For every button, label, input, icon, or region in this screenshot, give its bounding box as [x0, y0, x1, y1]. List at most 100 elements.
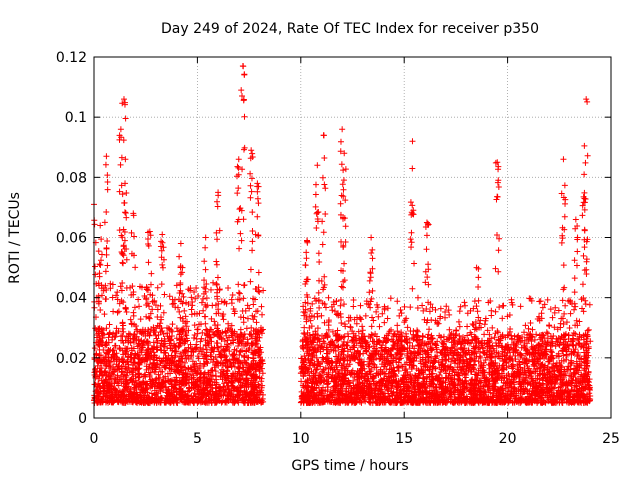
data-point: [229, 291, 236, 298]
data-point: [194, 326, 201, 333]
data-point: [414, 327, 421, 334]
data-point: [114, 309, 121, 316]
data-point: [362, 312, 369, 319]
data-point: [235, 281, 242, 288]
data-point: [200, 346, 207, 353]
data-point: [580, 308, 587, 315]
data-point: [325, 294, 332, 301]
data-point: [143, 313, 150, 320]
data-point: [181, 307, 188, 314]
data-point: [381, 319, 388, 326]
data-point: [119, 325, 126, 332]
data-point: [376, 323, 383, 330]
data-point: [357, 302, 364, 309]
data-point: [204, 360, 211, 367]
data-point: [224, 367, 231, 374]
data-point: [573, 317, 580, 324]
data-point: [461, 302, 468, 309]
data-point: [235, 289, 242, 296]
data-point: [213, 340, 220, 347]
data-point: [507, 325, 514, 332]
data-point: [136, 365, 143, 372]
data-point: [464, 323, 471, 330]
data-point: [394, 322, 401, 329]
data-point: [180, 349, 187, 356]
data-point: [240, 282, 247, 289]
data-point: [220, 316, 227, 323]
data-point: [499, 315, 506, 322]
data-point: [135, 374, 142, 381]
data-point: [120, 299, 127, 306]
data-point: [175, 328, 182, 335]
data-point: [546, 323, 553, 330]
data-point: [213, 280, 220, 287]
data-point: [115, 382, 122, 389]
data-point: [567, 310, 574, 317]
data-point: [404, 324, 411, 331]
data-point: [338, 320, 345, 327]
data-point: [414, 294, 421, 301]
data-point: [193, 341, 200, 348]
data-point: [149, 306, 156, 313]
data-point: [499, 302, 506, 309]
data-point: [106, 321, 113, 328]
data-point: [200, 295, 207, 302]
data-point: [119, 337, 126, 344]
data-point: [228, 322, 235, 329]
data-point: [116, 344, 123, 351]
data-point: [161, 291, 168, 298]
data-point: [221, 338, 228, 345]
data-point: [456, 323, 463, 330]
data-point: [127, 316, 134, 323]
data-point: [173, 282, 180, 289]
data-point: [536, 298, 543, 305]
data-point: [517, 303, 524, 310]
data-point: [253, 319, 260, 326]
data-point: [401, 303, 408, 310]
data-point: [190, 335, 197, 342]
data-point: [407, 304, 414, 311]
data-point: [456, 308, 463, 315]
data-point: [439, 339, 446, 346]
data-point: [384, 305, 391, 312]
data-point: [203, 346, 210, 353]
data-point: [169, 301, 176, 308]
data-point: [101, 311, 108, 318]
data-point: [119, 280, 126, 287]
data-point: [195, 355, 202, 362]
data-point: [166, 293, 173, 300]
data-point: [140, 372, 147, 379]
data-point: [135, 296, 142, 303]
data-point: [212, 322, 219, 329]
data-point: [106, 330, 113, 337]
data-point: [407, 328, 414, 335]
data-point: [150, 339, 157, 346]
data-point: [244, 302, 251, 309]
data-point: [154, 284, 161, 291]
data-point: [461, 299, 468, 306]
data-point: [259, 311, 266, 318]
data-point: [225, 284, 232, 291]
data-point: [137, 316, 144, 323]
data-point: [176, 308, 183, 315]
data-point: [243, 325, 250, 332]
data-points: [91, 63, 594, 406]
data-point: [457, 303, 464, 310]
data-point: [199, 329, 206, 336]
data-point: [256, 288, 263, 295]
data-point: [329, 307, 336, 314]
data-point: [244, 315, 251, 322]
data-point: [240, 295, 247, 302]
data-point: [198, 299, 205, 306]
data-point: [455, 318, 462, 325]
data-point: [496, 304, 503, 311]
data-point: [387, 295, 394, 302]
data-point: [258, 303, 265, 310]
data-point: [214, 344, 221, 351]
data-point: [120, 328, 127, 335]
data-point: [419, 332, 426, 339]
data-point: [171, 354, 178, 361]
data-point: [561, 310, 568, 317]
data-point: [115, 308, 122, 315]
